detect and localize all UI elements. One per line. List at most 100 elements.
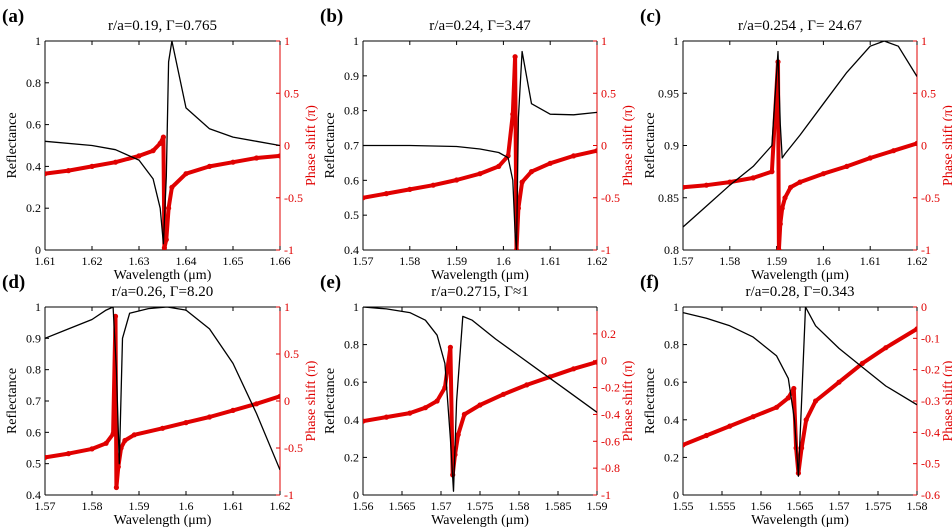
phase-point (113, 484, 119, 491)
y-axis-label: Reflectance (643, 368, 658, 434)
phase-point (112, 159, 119, 165)
y-tick-label: 0.8 (664, 243, 679, 257)
chart-title: r/a=0.2715, Γ≈1 (431, 284, 528, 300)
x-axis-label: Wavelength (μm) (751, 513, 849, 528)
panel-label: (e) (320, 272, 341, 293)
panel-d: (d) r/a=0.26, Γ=8.20 1.57 1.58 1.59 1.6 1.61 1.… (2, 272, 319, 528)
phase-point (891, 148, 897, 154)
phase-point (914, 326, 917, 332)
x-tick-label: 1.63 (129, 254, 150, 268)
x-tick-label: 1.62 (587, 254, 608, 268)
y2-tick-label: -0.6 (921, 488, 940, 502)
chart-title: r/a=0.24, Γ=3.47 (429, 18, 531, 34)
y2-tick-label: -0.5 (284, 191, 303, 205)
x-tick-label: 1.62 (907, 254, 928, 268)
chart-title: r/a=0.19, Γ=0.765 (108, 18, 217, 34)
chart-title: r/a=0.254 , Γ= 24.67 (738, 18, 862, 34)
x-tick-label: 1.585 (545, 499, 572, 513)
phase-point (594, 148, 597, 154)
phase-point (65, 168, 72, 174)
y-tick-label: 0.2 (664, 450, 679, 464)
panel-c: (c) r/a=0.254 , Γ= 24.67 1.57 1.58 1.59 1.6 1.… (640, 6, 952, 283)
phase-point (160, 134, 166, 140)
x-tick-label: 1.64 (176, 254, 197, 268)
phase-point (867, 155, 873, 161)
y2-tick-label: 0 (921, 300, 927, 314)
phase-point (383, 191, 389, 197)
phase-point (500, 391, 506, 397)
phase-point (277, 153, 280, 159)
x-tick-label: 1.6 (816, 254, 831, 268)
y-tick-label: 0.95 (658, 86, 679, 100)
y-tick-label: 0.4 (26, 488, 41, 502)
x-tick-label: 1.565 (787, 499, 814, 513)
phase-point (161, 245, 167, 250)
chart-title: r/a=0.28, Γ=0.343 (746, 284, 855, 300)
y-tick-label: 1 (35, 300, 41, 314)
y2-tick-label: 0.5 (284, 347, 299, 361)
x-tick-label: 1.56 (751, 499, 772, 513)
phase-point (383, 414, 389, 420)
y2-tick-label: -0.5 (601, 191, 620, 205)
phase-point (363, 418, 366, 424)
y-tick-label: 0.2 (26, 201, 41, 215)
phase-point (163, 237, 169, 243)
phase-point (750, 175, 756, 181)
phase-point (136, 153, 142, 159)
y-tick-label: 0.6 (26, 118, 41, 132)
y2-tick-label: 1 (284, 300, 290, 314)
panel-f: (f) r/a=0.28, Γ=0.343 1.55 1.555 1.56 1.565 1.… (640, 272, 952, 528)
phase-point (363, 195, 366, 201)
phase-point (230, 407, 236, 413)
phase-point (45, 454, 48, 460)
phase-point (455, 432, 461, 438)
phase-point (788, 184, 794, 190)
x-tick-label: 1.66 (270, 254, 291, 268)
y2-tick-label: 1 (601, 34, 607, 48)
phase-point (703, 432, 710, 439)
phase-point (727, 423, 733, 429)
x-tick-label: 1.57 (35, 499, 56, 513)
phase-point (454, 177, 460, 183)
y-tick-label: 1 (353, 300, 359, 314)
y-tick-label: 1 (353, 34, 359, 48)
y-tick-label: 0.85 (658, 191, 679, 205)
y-axis-label: Reflectance (643, 112, 658, 178)
x-tick-label: 1.61 (860, 254, 881, 268)
y2-tick-label: -0.2 (921, 363, 940, 377)
y-axis-label: Reflectance (323, 368, 338, 434)
x-axis-label: Wavelength (μm) (431, 513, 529, 528)
y2-axis-label: Phase shift (π) (941, 360, 952, 441)
y2-tick-label: -0.5 (921, 457, 940, 471)
x-tick-label: 1.555 (709, 499, 736, 513)
phase-point (477, 171, 483, 177)
y2-tick-label: 0.2 (601, 327, 616, 341)
x-tick-label: 1.65 (223, 254, 244, 268)
y-tick-label: 0.5 (344, 208, 359, 222)
phase-point (407, 186, 413, 192)
y-tick-label: 0.5 (26, 457, 41, 471)
y-tick-label: 0.9 (664, 139, 679, 153)
phase-point (594, 359, 597, 365)
y2-axis-label: Phase shift (π) (304, 360, 319, 441)
phase-point (230, 159, 236, 165)
phase-point (183, 420, 189, 426)
phase-point (571, 153, 577, 159)
phase-series-line (363, 54, 597, 250)
reflectance-series-line (683, 307, 917, 477)
y2-tick-label: 0 (601, 139, 607, 153)
y-tick-label: 0.8 (664, 338, 679, 352)
y2-tick-label: -0.8 (601, 461, 620, 475)
y2-tick-label: -1 (284, 243, 294, 257)
phase-point (422, 405, 428, 411)
y-tick-label: 0 (673, 488, 679, 502)
x-tick-label: 1.58 (399, 254, 420, 268)
phase-point (206, 163, 213, 169)
y2-axis-label: Phase shift (π) (621, 360, 636, 441)
panel-b: (b) r/a=0.24, Γ=3.47 1.57 1.58 1.59 1.6 1.61 1.… (320, 6, 636, 283)
x-tick-label: 1.59 (766, 254, 787, 268)
phase-point (122, 437, 128, 444)
phase-point (510, 111, 516, 117)
y-tick-label: 0.7 (26, 394, 41, 408)
y2-tick-label: -0.1 (921, 331, 940, 345)
